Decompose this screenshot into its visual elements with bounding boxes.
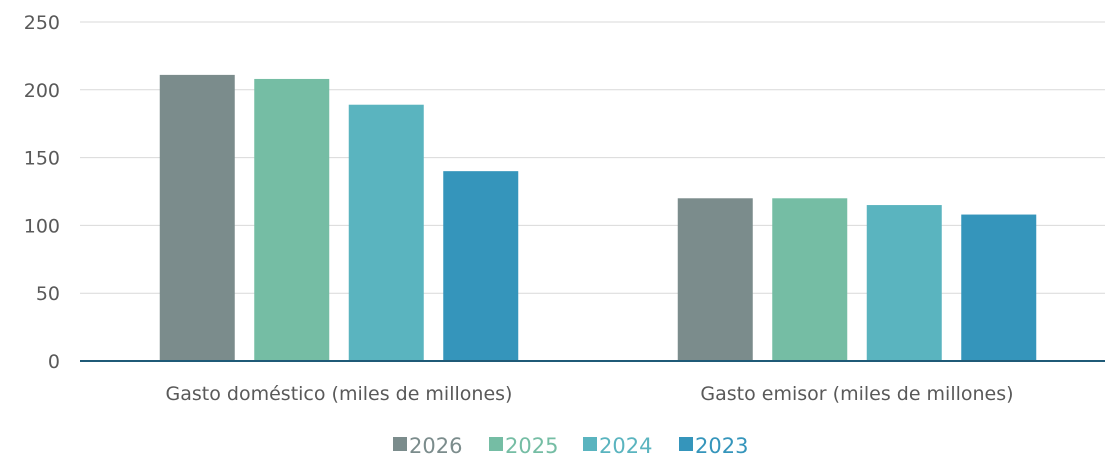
legend-swatch-2025 — [489, 437, 503, 451]
legend-label-2025: 2025 — [505, 434, 558, 455]
bar-2023-emisor — [961, 214, 1037, 361]
legend-label-2024: 2024 — [599, 434, 652, 455]
bar-2023-domestico — [443, 171, 519, 361]
y-axis-ticks: 0 50 100 150 200 250 — [24, 12, 60, 373]
legend-label-2026: 2026 — [409, 434, 462, 455]
bars — [159, 74, 1037, 362]
x-category-label: Gasto emisor (miles de millones) — [700, 383, 1013, 405]
y-tick-label: 0 — [48, 351, 60, 373]
y-tick-label: 200 — [24, 80, 60, 102]
legend-swatch-2023 — [679, 437, 693, 451]
legend-label-2023: 2023 — [695, 434, 748, 455]
x-category-label: Gasto doméstico (miles de millones) — [166, 383, 513, 405]
bar-2024-emisor — [866, 205, 942, 361]
legend-swatch-2024 — [583, 437, 597, 451]
bar-2025-emisor — [772, 198, 848, 361]
bar-2024-domestico — [348, 104, 424, 361]
y-tick-label: 150 — [24, 148, 60, 170]
y-tick-label: 250 — [24, 12, 60, 34]
bar-2026-emisor — [677, 198, 753, 361]
y-tick-label: 100 — [24, 215, 60, 237]
legend: 2026 2025 2024 2023 — [393, 434, 748, 455]
y-tick-label: 50 — [36, 283, 60, 305]
legend-swatch-2026 — [393, 437, 407, 451]
x-axis-categories: Gasto doméstico (miles de millones) Gasto… — [166, 383, 1014, 405]
bar-2025-domestico — [254, 78, 330, 362]
bar-2026-domestico — [159, 74, 235, 361]
